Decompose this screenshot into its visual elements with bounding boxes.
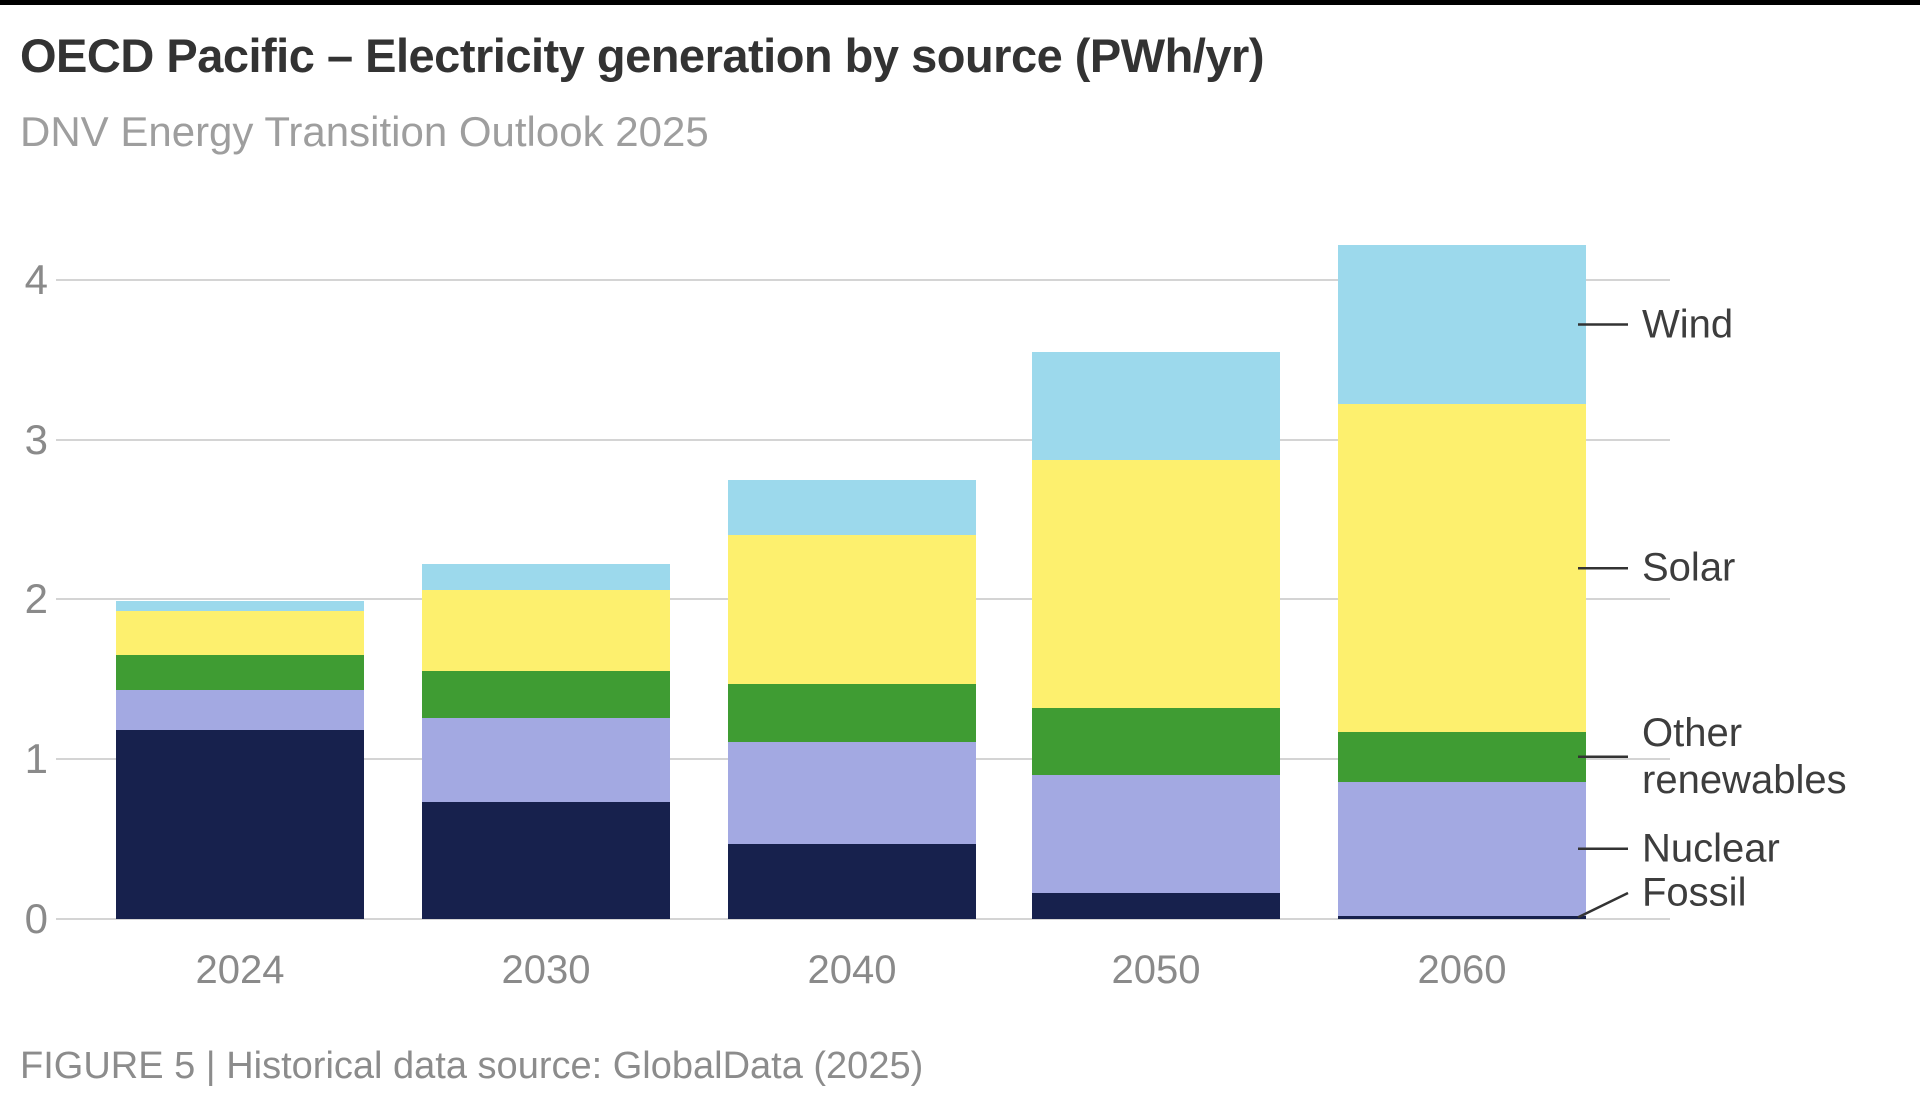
bar-segment-nuclear-2040: [728, 741, 976, 844]
x-axis-tick-label-2040: 2040: [807, 948, 897, 992]
bar-segment-fossil-2040: [728, 843, 976, 919]
bar-segment-nuclear-2060: [1338, 781, 1586, 916]
bar-segment-other-renewables-2030: [422, 671, 670, 718]
bar-segment-wind-2030: [422, 564, 670, 590]
bar-segment-fossil-2060: [1338, 915, 1586, 919]
chart-title: OECD Pacific – Electricity generation by…: [20, 29, 1264, 82]
bar-segment-solar-2030: [422, 589, 670, 672]
figure-caption: FIGURE 5 | Historical data source: Globa…: [20, 1045, 924, 1087]
gridline-y-4: [56, 278, 1670, 281]
x-axis-tick-label-2024: 2024: [195, 948, 285, 992]
bar-segment-solar-2024: [116, 610, 364, 656]
series-label-nuclear: Nuclear: [1642, 826, 1780, 871]
series-label-wind: Wind: [1642, 301, 1734, 346]
bar-segment-wind-2060: [1338, 244, 1586, 405]
bar-segment-nuclear-2024: [116, 690, 364, 731]
y-axis-tick-label: 3: [24, 415, 48, 463]
bar-segment-wind-2050: [1032, 351, 1280, 461]
bar-segment-solar-2060: [1338, 404, 1586, 733]
series-label-other-renewables: Other renewables: [1642, 710, 1847, 802]
series-label-solar: Solar: [1642, 545, 1736, 590]
y-axis-tick-label: 4: [24, 255, 48, 303]
bar-segment-fossil-2050: [1032, 893, 1280, 919]
gridline-y-0: [56, 918, 1670, 920]
bar-segment-other-renewables-2050: [1032, 708, 1280, 776]
gridline-y-3: [56, 438, 1670, 441]
top-border-strip: [0, 0, 1920, 5]
bar-segment-wind-2040: [728, 479, 976, 536]
series-label-fossil: Fossil: [1642, 870, 1747, 915]
bar-segment-other-renewables-2060: [1338, 732, 1586, 782]
x-axis-tick-label-2030: 2030: [501, 948, 591, 992]
bar-segment-nuclear-2030: [422, 717, 670, 803]
y-axis-tick-label: 0: [24, 895, 48, 942]
bar-segment-solar-2040: [728, 535, 976, 685]
bar-segment-wind-2024: [116, 600, 364, 611]
bar-segment-fossil-2024: [116, 730, 364, 919]
bar-segment-nuclear-2050: [1032, 775, 1280, 894]
chart-subtitle: DNV Energy Transition Outlook 2025: [20, 108, 709, 155]
bar-segment-other-renewables-2024: [116, 655, 364, 691]
x-axis-tick-label-2060: 2060: [1417, 948, 1507, 992]
bar-segment-fossil-2030: [422, 802, 670, 919]
bar-segment-solar-2050: [1032, 460, 1280, 709]
x-axis-tick-label-2050: 2050: [1111, 948, 1201, 992]
bar-segment-other-renewables-2040: [728, 684, 976, 742]
y-axis-tick-label: 1: [24, 735, 48, 783]
y-axis-tick-label: 2: [24, 575, 48, 623]
